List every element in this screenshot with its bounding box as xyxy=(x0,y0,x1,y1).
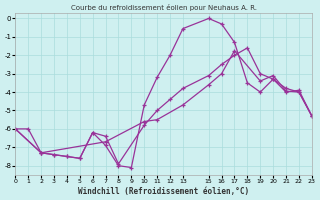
X-axis label: Windchill (Refroidissement éolien,°C): Windchill (Refroidissement éolien,°C) xyxy=(78,187,249,196)
Title: Courbe du refroidissement éolien pour Neuhaus A. R.: Courbe du refroidissement éolien pour Ne… xyxy=(71,4,257,11)
